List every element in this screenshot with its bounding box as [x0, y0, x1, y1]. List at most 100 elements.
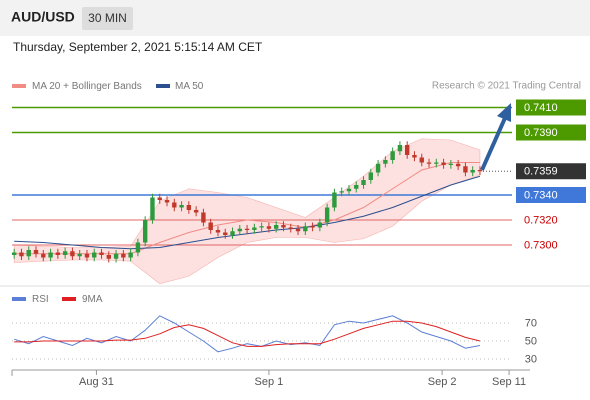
candle-body — [455, 163, 461, 167]
legend-swatch — [156, 84, 170, 88]
candle-body — [426, 162, 432, 164]
candle-body — [259, 226, 264, 228]
level-label: 0.7390 — [524, 127, 558, 139]
candle-body — [150, 197, 155, 220]
candle-body — [237, 228, 243, 232]
candle-body — [172, 202, 177, 208]
candle-body — [113, 253, 119, 259]
candle-body — [179, 205, 184, 208]
x-tick-label: Aug 31 — [79, 376, 114, 388]
y-tick-label: 30 — [525, 353, 537, 365]
candle-body — [55, 252, 61, 255]
candle-body — [419, 157, 424, 163]
moving-average — [14, 162, 480, 255]
candle-body — [266, 226, 272, 229]
level-label: 0.7410 — [524, 102, 558, 114]
arrow-shaft — [480, 117, 507, 171]
candle-body — [317, 222, 323, 228]
candle-body — [441, 162, 446, 165]
last-price-box — [516, 163, 586, 180]
level-label: 0.7320 — [524, 214, 558, 226]
candle-body — [99, 252, 104, 255]
x-tick-label: Sep 1 — [255, 376, 284, 388]
datetime: Thursday, September 2, 2021 5:15:14 AM C… — [13, 40, 263, 54]
candle-body — [332, 192, 337, 208]
candle-body — [281, 225, 286, 228]
x-tick-label: Sep 11 — [492, 376, 526, 388]
candle-body — [288, 227, 293, 229]
y-tick-label: 50 — [525, 335, 537, 347]
candle-body — [215, 230, 221, 233]
candle-body — [157, 197, 162, 200]
legend-swatch — [12, 84, 26, 88]
credit: Research © 2021 Trading Central — [432, 81, 581, 92]
candle-body — [19, 252, 24, 257]
candle-body — [121, 253, 126, 258]
level-label-box — [516, 124, 586, 141]
symbol: AUD/USD — [11, 9, 75, 25]
candle-body — [230, 231, 235, 235]
candle-body — [201, 212, 206, 223]
candle-body — [354, 185, 359, 189]
candle-body — [368, 172, 374, 180]
candle-body — [404, 145, 410, 155]
candle-body — [324, 207, 330, 223]
candle-body — [244, 228, 250, 230]
timeframe[interactable]: 30 MIN — [88, 11, 127, 25]
candle-body — [223, 232, 228, 235]
candle-body — [84, 253, 90, 258]
candle-body — [26, 250, 31, 257]
candle-body — [41, 253, 46, 258]
candle-body — [434, 162, 439, 164]
candle-body — [70, 251, 75, 257]
candle-body — [106, 255, 111, 259]
candle-body — [397, 145, 403, 152]
level-label-box — [516, 99, 586, 116]
legend-label: 9MA — [82, 294, 103, 305]
candle-body — [346, 188, 352, 192]
candle-body — [164, 200, 170, 203]
candle-body — [252, 227, 257, 230]
timeframe-button[interactable] — [82, 7, 133, 30]
candle-body — [186, 205, 192, 210]
candle-body — [477, 170, 483, 172]
rsi-line — [14, 315, 481, 353]
candle-body — [273, 225, 279, 229]
candle-body — [470, 170, 475, 173]
candle-body — [208, 222, 213, 230]
candle-body — [383, 160, 388, 164]
candle-body — [310, 226, 315, 228]
candle-body — [303, 226, 308, 232]
target-arrow — [480, 103, 511, 171]
candle-body — [339, 191, 344, 193]
legend-swatch — [62, 297, 76, 301]
candle-body — [375, 163, 381, 173]
candle-body — [295, 228, 301, 232]
candle-body — [92, 252, 97, 258]
candle-body — [390, 151, 395, 160]
legend-swatch — [12, 297, 26, 301]
legend-label: MA 50 — [175, 81, 204, 92]
candle-body — [77, 253, 82, 257]
candle-body — [142, 220, 148, 243]
level-label: 0.7340 — [524, 189, 558, 201]
candle-body — [193, 210, 199, 213]
candle-body — [463, 166, 468, 173]
level-label-box — [516, 187, 586, 203]
candle-body — [361, 180, 366, 185]
candle-body — [11, 252, 17, 255]
last-price-label: 0.7359 — [524, 166, 558, 178]
x-tick-label: Sep 2 — [428, 376, 457, 388]
rsi-line — [14, 320, 481, 347]
candle-body — [412, 155, 417, 158]
legend-label: MA 20 + Bollinger Bands — [32, 81, 142, 92]
y-tick-label: 70 — [525, 317, 537, 329]
bollinger-band — [13, 138, 481, 285]
legend-label: RSI — [32, 294, 49, 305]
level-label: 0.7300 — [524, 239, 558, 251]
candle-body — [448, 163, 454, 165]
candle-body — [62, 251, 68, 255]
candle-body — [48, 252, 53, 258]
